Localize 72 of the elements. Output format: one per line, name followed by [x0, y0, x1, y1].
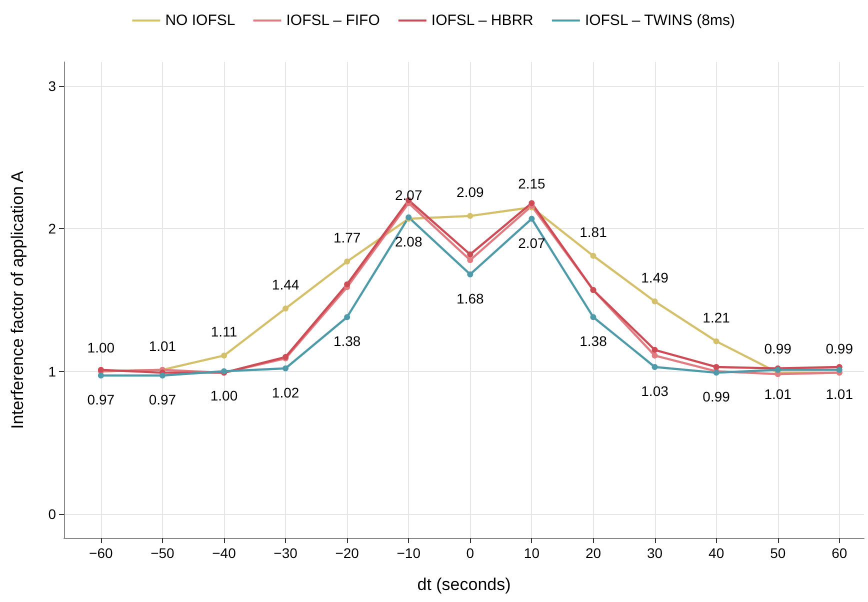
data-label: 1.00	[87, 339, 115, 356]
point	[159, 372, 166, 379]
data-label: 1.68	[456, 290, 484, 306]
data-label: 1.11	[210, 324, 238, 340]
point	[344, 281, 350, 288]
point	[528, 216, 535, 222]
data-label: 1.03	[641, 382, 669, 399]
point	[652, 352, 658, 359]
data-label: 2.07	[394, 186, 422, 203]
data-label: 1.02	[272, 384, 300, 400]
x-tick-label: −30	[274, 545, 298, 561]
data-label: 0.99	[702, 388, 730, 405]
x-tick-label: 0	[466, 545, 474, 561]
point	[652, 364, 658, 370]
x-axis-title: dt (seconds)	[417, 575, 511, 594]
point	[467, 212, 474, 219]
x-tick-label: −60	[89, 545, 114, 561]
point	[528, 200, 535, 206]
point	[467, 257, 474, 264]
point	[282, 365, 289, 372]
data-label: 2.07	[518, 234, 546, 251]
y-tick-label: 2	[48, 220, 56, 237]
point	[590, 252, 596, 259]
x-tick-label: −40	[212, 545, 236, 561]
legend-label: IOFSL – FIFO	[286, 12, 380, 29]
x-tick-label: −50	[150, 545, 175, 561]
data-label: 1.01	[764, 386, 792, 402]
data-label: 1.38	[333, 333, 361, 350]
data-label: 0.97	[148, 392, 176, 408]
point	[98, 372, 104, 379]
legend-label: IOFSL – TWINS (8ms)	[584, 12, 735, 29]
point	[590, 314, 596, 320]
point	[467, 271, 474, 278]
y-tick-label: 3	[48, 78, 56, 94]
point	[344, 258, 350, 265]
point	[652, 346, 658, 353]
data-label: 0.99	[764, 340, 792, 357]
data-label: 0.97	[87, 392, 115, 408]
data-label: 0.99	[826, 340, 854, 357]
point	[713, 338, 720, 344]
point	[652, 298, 658, 304]
data-label: 1.38	[580, 333, 608, 350]
data-label: 1.44	[272, 276, 300, 293]
x-tick-label: 10	[524, 545, 540, 561]
point	[836, 366, 842, 373]
x-tick-label: −10	[396, 545, 421, 561]
data-label: 1.77	[333, 230, 361, 246]
legend-label: IOFSL – HBRR	[431, 12, 534, 29]
point	[221, 352, 227, 359]
data-label: 1.01	[148, 338, 176, 354]
x-tick-label: 50	[770, 545, 786, 561]
data-label: 1.21	[702, 309, 730, 326]
x-tick-label: −20	[335, 545, 360, 561]
point	[282, 306, 289, 312]
x-tick-label: 40	[708, 545, 724, 561]
x-tick-label: 20	[585, 545, 602, 561]
point	[344, 314, 350, 320]
data-label: 1.01	[826, 386, 854, 402]
x-tick-label: 30	[646, 545, 663, 561]
point	[713, 364, 720, 370]
data-label: 2.15	[518, 175, 546, 192]
data-label: 2.09	[456, 184, 484, 200]
data-label: 1.00	[210, 387, 238, 404]
data-label: 1.81	[580, 224, 608, 240]
data-label: 1.49	[641, 269, 669, 286]
point	[467, 251, 474, 258]
y-tick-label: 0	[48, 506, 56, 522]
data-label: 2.08	[394, 233, 422, 250]
y-axis-title: Interference factor of application A	[8, 170, 27, 429]
legend-label: NO IOFSL	[165, 12, 236, 29]
y-tick-label: 1	[48, 363, 56, 380]
x-tick-label: 60	[832, 545, 848, 561]
